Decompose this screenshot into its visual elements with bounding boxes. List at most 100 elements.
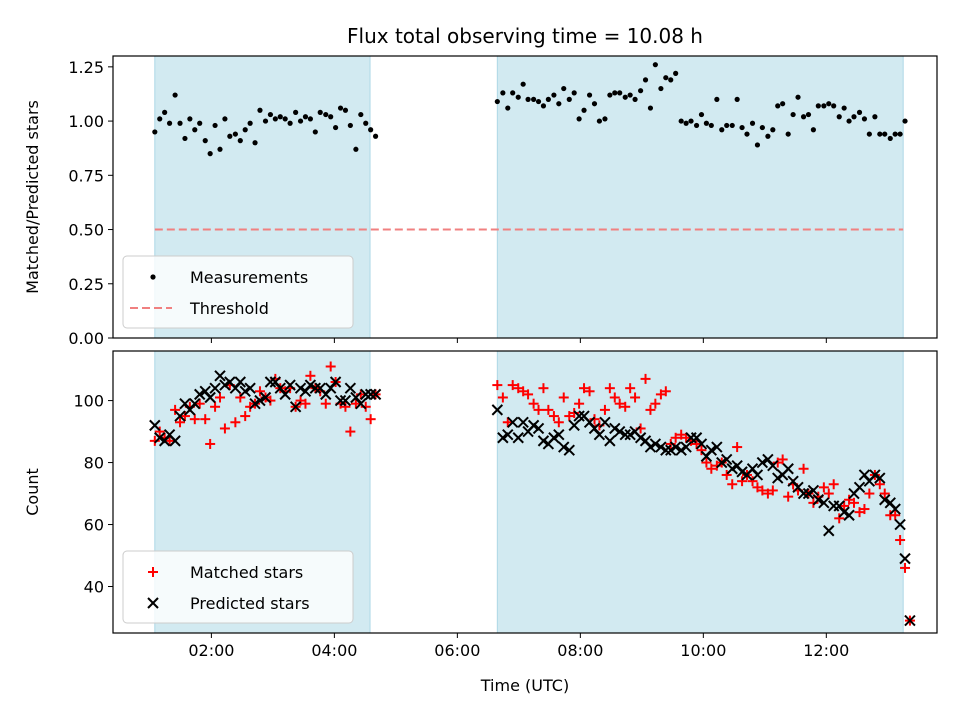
data-point-measurement [882,131,888,137]
y-tick-label: 0.25 [68,275,104,294]
x-tick-label: 04:00 [311,641,357,660]
x-tick-label: 08:00 [557,641,603,660]
data-point-matched [492,380,503,391]
predicted-marker-b [339,394,352,407]
y-tick-label: 60 [84,516,104,535]
data-point-matched [834,513,845,524]
data-point-matched [640,373,651,384]
data-point-predicted [894,518,906,531]
data-point-measurement [607,92,613,98]
data-point-measurement [800,114,807,120]
data-point-measurement [749,120,756,126]
series-matched-stars [149,361,915,626]
data-point-measurement [182,135,188,142]
data-point-measurement [724,122,730,129]
data-point-predicted [680,441,692,453]
data-point-predicted [879,494,891,506]
data-point-measurement [765,133,771,139]
data-point-measurement [698,111,705,118]
data-point-measurement [622,94,628,100]
data-point-predicted [711,441,723,453]
data-point-measurement [342,107,349,113]
data-point-measurement [581,107,587,113]
predicted-marker-b [879,494,891,506]
data-point-matched [543,404,554,415]
data-point-predicted [344,382,357,394]
chart-title: Flux total observing time = 10.08 h [347,24,703,48]
data-point-measurement [673,70,679,76]
data-point-measurement [836,114,842,120]
data-point-matched [599,404,610,415]
data-point-matched [569,407,580,418]
data-point-measurement [531,96,537,102]
data-point-measurement [821,103,827,109]
data-point-matched [660,386,671,397]
data-point-predicted [889,503,901,515]
predicted-marker-b [234,376,246,388]
data-point-matched [665,438,676,449]
data-point-predicted [369,388,382,401]
predicted-marker-b [244,382,256,394]
predicted-marker-b [639,435,652,447]
predicted-marker-b [711,441,723,453]
data-point-measurement [632,96,638,102]
data-point-predicted [751,469,764,481]
predicted-marker-b [807,484,820,497]
predicted-marker-b [720,453,733,466]
data-point-predicted [193,388,206,401]
x-axis-label: Time (UTC) [480,676,569,695]
predicted-marker-b [553,428,565,441]
data-point-matched [265,395,276,406]
data-point-matched [235,392,246,403]
predicted-marker-b [599,416,611,428]
data-point-matched [154,426,165,437]
predicted-marker-b [838,506,850,518]
predicted-marker-b [314,382,326,394]
data-point-measurement [172,92,178,98]
predicted-marker-b [874,472,886,484]
data-point-matched [538,383,549,394]
data-point-predicted [874,472,886,484]
data-point-measurement [505,105,511,111]
data-point-predicted [355,397,367,410]
data-point-matched [189,414,200,425]
data-point-measurement [734,96,740,102]
predicted-marker-b [578,410,590,422]
y-tick-label: 0.75 [68,166,104,185]
data-point-predicted [491,404,504,416]
data-point-predicted [553,428,565,441]
data-point-predicted [517,416,529,428]
data-point-measurement [826,101,832,107]
axes-frame [112,55,938,339]
data-point-measurement [892,131,898,137]
data-point-predicted [309,382,322,394]
data-point-measurement [566,96,572,102]
data-point-matched [205,438,216,449]
data-point-measurement [212,122,218,129]
data-point-predicted [823,525,835,537]
y-tick-label: 80 [84,454,104,473]
data-point-measurement [866,131,872,137]
data-point-measurement [591,101,598,107]
data-point-predicted [649,438,662,450]
predicted-marker-b [756,456,769,469]
data-point-matched [859,504,870,515]
data-point-matched [579,383,590,394]
predicted-marker-b [797,487,810,500]
data-point-measurement [642,77,649,83]
predicted-marker-b [583,416,596,428]
data-point-measurement [780,101,786,107]
data-point-matched [200,414,211,425]
data-point-measurement [247,120,253,126]
y-tick-label: 0.50 [68,221,104,240]
data-point-measurement [810,127,817,133]
predicted-marker-b [350,391,362,404]
data-point-predicted [364,388,377,401]
data-point-measurement [520,81,526,87]
data-point-predicted [899,552,911,565]
data-point-measurement [719,127,725,133]
predicted-marker-b [174,410,186,422]
predicted-marker-b [527,419,540,432]
predicted-marker-b [284,379,296,391]
data-point-predicted [812,494,825,506]
